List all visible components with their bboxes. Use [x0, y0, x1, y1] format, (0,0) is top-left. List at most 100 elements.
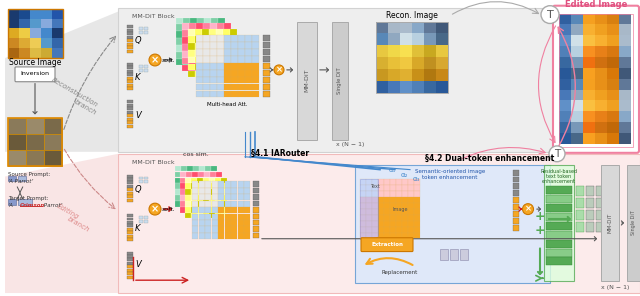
Bar [216, 36, 223, 43]
Bar [127, 39, 133, 42]
Bar [546, 240, 572, 248]
Bar [424, 22, 436, 33]
Bar [204, 25, 211, 31]
Bar [238, 49, 244, 56]
Bar [8, 19, 19, 28]
Bar [210, 37, 216, 44]
Bar [586, 222, 594, 232]
Bar [193, 189, 198, 195]
Bar [230, 29, 237, 36]
Bar [183, 31, 189, 38]
Bar [237, 220, 244, 226]
Bar [218, 188, 224, 194]
Bar [583, 111, 595, 122]
Bar [263, 77, 270, 83]
Bar [218, 52, 225, 59]
Bar [231, 220, 237, 226]
Bar [237, 226, 244, 233]
Bar [231, 35, 237, 42]
Bar [595, 14, 607, 25]
Bar [546, 222, 572, 230]
Bar [127, 118, 133, 121]
FancyBboxPatch shape [361, 238, 413, 252]
Bar [238, 91, 244, 97]
Bar [372, 233, 378, 239]
Bar [408, 197, 413, 203]
Bar [127, 25, 133, 28]
Bar [513, 170, 519, 176]
Bar [211, 166, 216, 171]
Bar [204, 59, 211, 65]
Bar [414, 233, 420, 239]
Bar [18, 199, 32, 205]
Bar [211, 220, 218, 226]
Bar [216, 29, 223, 36]
Bar [218, 45, 225, 52]
Bar [224, 51, 230, 57]
Bar [513, 204, 519, 210]
Bar [376, 45, 388, 57]
Bar [189, 65, 195, 71]
Bar [436, 33, 448, 45]
Bar [601, 165, 619, 281]
Bar [224, 56, 230, 63]
Bar [376, 22, 448, 93]
Bar [211, 25, 218, 31]
Bar [224, 23, 230, 30]
Bar [384, 185, 390, 191]
Bar [595, 68, 607, 79]
Bar [127, 195, 133, 198]
Bar [203, 207, 209, 213]
Bar [217, 58, 223, 65]
Bar [204, 17, 211, 24]
Bar [595, 111, 607, 122]
Circle shape [149, 54, 161, 66]
Bar [202, 36, 209, 43]
Bar [127, 221, 133, 224]
Bar [176, 31, 182, 38]
Bar [218, 181, 224, 188]
Bar [205, 201, 211, 207]
Bar [378, 203, 384, 209]
Bar [203, 213, 209, 218]
Bar [253, 188, 259, 193]
Bar [198, 189, 204, 195]
Bar [175, 195, 180, 201]
Text: Reconstruction: Reconstruction [51, 77, 99, 108]
Bar [408, 179, 413, 185]
Bar [209, 57, 216, 63]
Bar [230, 43, 237, 50]
Bar [210, 44, 216, 51]
Bar [19, 38, 30, 48]
Bar [366, 209, 372, 215]
Text: Single DiT: Single DiT [632, 210, 637, 235]
Bar [571, 57, 583, 68]
Bar [414, 203, 420, 209]
Bar [366, 185, 372, 191]
Bar [460, 249, 468, 260]
Bar [378, 233, 384, 239]
Bar [218, 207, 224, 213]
Bar [198, 188, 205, 194]
Bar [127, 63, 133, 66]
Bar [372, 209, 378, 215]
Bar [127, 199, 133, 202]
Bar [217, 56, 224, 63]
Bar [204, 207, 209, 213]
Bar [230, 64, 237, 70]
Bar [189, 58, 195, 65]
Bar [396, 191, 402, 197]
Bar [595, 101, 607, 111]
Bar [196, 58, 202, 65]
Bar [559, 68, 571, 79]
Polygon shape [118, 154, 640, 293]
Bar [204, 38, 211, 45]
Bar [263, 49, 270, 55]
Bar [576, 222, 584, 232]
Circle shape [522, 204, 534, 215]
Bar [127, 107, 133, 110]
Bar [127, 73, 133, 76]
Bar [576, 186, 584, 196]
Bar [218, 213, 224, 220]
Text: ×: × [525, 205, 531, 214]
